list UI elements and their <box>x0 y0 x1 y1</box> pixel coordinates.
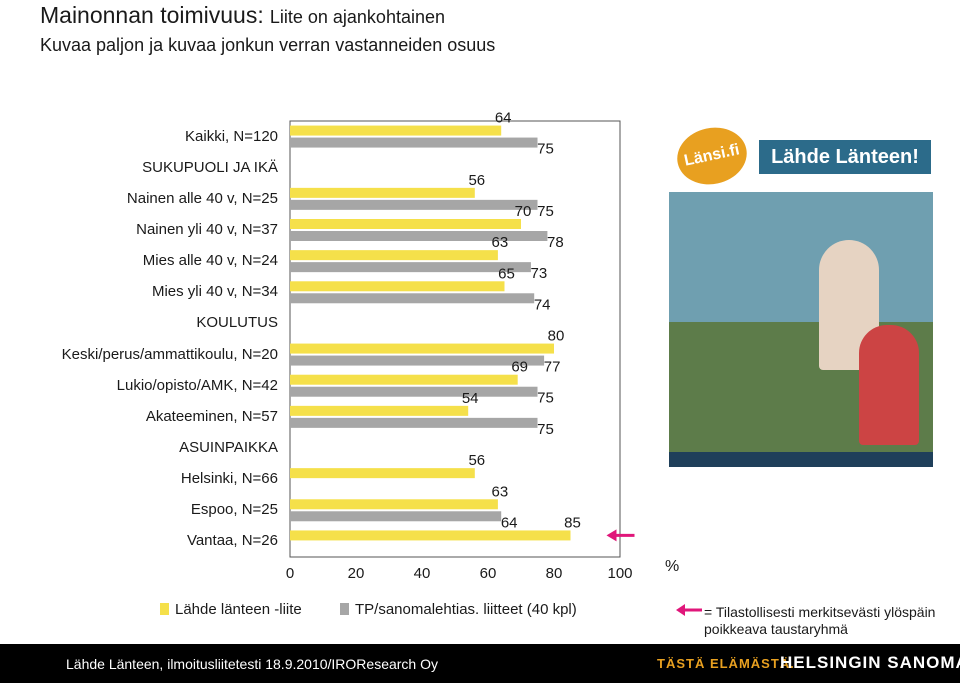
magazine-cover-image: Länsi.fi Lähde Länteen! <box>669 120 933 467</box>
bar-tp <box>290 262 531 273</box>
title-sub: Liite on ajankohtainen <box>269 7 445 27</box>
bar-tp <box>290 511 502 522</box>
category-label: Vantaa, N=26 <box>186 532 278 550</box>
category-label: Mies alle 40 v, N=24 <box>142 252 278 270</box>
x-tick-label: 80 <box>546 565 563 582</box>
data-label: 85 <box>564 514 581 531</box>
legend-series-2: TP/sanomalehtias. liitteet (40 kpl) <box>340 601 577 618</box>
plot-area <box>289 120 621 558</box>
chart-title: Mainonnan toimivuus: Liite on ajankohtai… <box>40 2 445 29</box>
bar-tp <box>290 231 548 241</box>
chart-subtitle: Kuvaa paljon ja kuvaa jonkun verran vast… <box>40 35 496 55</box>
bar-tp <box>290 137 538 148</box>
data-label: 64 <box>495 110 512 127</box>
significance-note-line2: poikkeava taustaryhmä <box>704 621 848 637</box>
data-label: 75 <box>537 141 554 158</box>
bar-lahde <box>290 187 475 198</box>
bar-lahde <box>290 530 571 541</box>
cover-bottom-strip <box>669 452 933 467</box>
data-label: 75 <box>537 203 554 220</box>
category-label: Kaikki, N=120 <box>185 127 278 145</box>
legend-label-2: TP/sanomalehtias. liitteet (40 kpl) <box>355 601 577 618</box>
legend-swatch-yellow <box>160 603 169 615</box>
data-label: 75 <box>537 421 554 438</box>
category-label: Akateeminen, N=57 <box>145 407 278 425</box>
significance-note-line1: = Tilastollisesti merkitsevästi ylöspäin <box>704 604 936 620</box>
category-label: Nainen yli 40 v, N=37 <box>136 221 278 238</box>
category-label: KOULUTUS <box>196 314 278 332</box>
legend-swatch-gray <box>340 603 349 615</box>
bar-lahde <box>290 343 554 354</box>
footer-slogan: TÄSTÄ ELÄMÄSTÄ. <box>657 656 795 671</box>
footer-bar: Lähde Länteen, ilmoitusliitetesti 18.9.2… <box>0 644 960 683</box>
data-label: 78 <box>547 234 564 251</box>
person-figure <box>859 325 919 445</box>
x-tick-label: 40 <box>414 565 431 582</box>
data-label: 54 <box>462 390 479 407</box>
bar-lahde <box>290 125 502 136</box>
significance-arrow-icon <box>606 529 617 542</box>
bar-tp <box>290 386 538 397</box>
bar-tp <box>290 355 545 366</box>
data-label: 77 <box>544 359 561 376</box>
category-label: Keski/perus/ammattikoulu, N=20 <box>61 345 278 363</box>
category-label: SUKUPUOLI JA IKÄ <box>142 158 278 176</box>
category-label: Mies yli 40 v, N=34 <box>151 283 278 301</box>
legend-series-1: Lähde länteen -liite <box>160 601 302 618</box>
bar-chart: 0 20 40 60 80 100 64 75 56 75 70 78 63 73 65 74 80 77 69 75… <box>286 110 635 582</box>
x-tick-label: 20 <box>348 565 365 582</box>
bar-lahde <box>290 468 475 479</box>
bar-tp <box>290 199 538 210</box>
data-label: 65 <box>498 265 515 282</box>
bar-lahde <box>290 281 505 292</box>
data-label: 80 <box>548 328 565 345</box>
data-label: 74 <box>534 296 551 313</box>
title-main: Mainonnan toimivuus: <box>40 2 264 28</box>
significance-note: = Tilastollisesti merkitsevästi ylöspäin… <box>704 604 935 638</box>
bar-tp <box>290 417 538 428</box>
x-tick-label: 100 <box>607 565 632 582</box>
data-label: 63 <box>492 483 509 500</box>
category-label: Lukio/opisto/AMK, N=42 <box>116 376 278 394</box>
footer-brand-logo: HELSINGIN SANOMAT <box>780 653 960 672</box>
bar-tp <box>290 293 535 304</box>
cover-title: Lähde Länteen! <box>759 140 931 174</box>
unit-label: % <box>665 558 680 575</box>
x-tick-label: 60 <box>480 565 497 582</box>
category-label: Nainen alle 40 v, N=25 <box>126 189 278 207</box>
footer-source: Lähde Länteen, ilmoitusliitetesti 18.9.2… <box>66 656 438 672</box>
legend-label-1: Lähde länteen -liite <box>175 601 302 618</box>
category-label: ASUINPAIKKA <box>179 439 278 456</box>
data-label: 69 <box>511 359 528 376</box>
data-label: 64 <box>501 514 518 531</box>
category-label: Helsinki, N=66 <box>180 470 278 488</box>
data-label: 73 <box>531 265 548 282</box>
data-label: 70 <box>515 203 532 220</box>
bar-lahde <box>290 219 521 229</box>
data-label: 75 <box>537 390 554 407</box>
data-label: 56 <box>468 172 485 189</box>
lake-photo <box>669 192 933 322</box>
data-label: 63 <box>492 234 509 251</box>
category-label: Espoo, N=25 <box>190 501 278 519</box>
x-tick-label: 0 <box>286 565 294 582</box>
bar-lahde <box>290 250 498 261</box>
bar-lahde <box>290 499 498 510</box>
arrow-left-icon <box>676 604 702 616</box>
bar-lahde <box>290 374 518 385</box>
bar-lahde <box>290 405 469 416</box>
data-label: 56 <box>468 452 485 469</box>
